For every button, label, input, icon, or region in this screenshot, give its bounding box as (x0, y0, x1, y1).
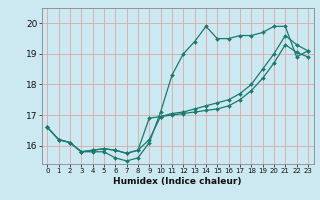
X-axis label: Humidex (Indice chaleur): Humidex (Indice chaleur) (113, 177, 242, 186)
